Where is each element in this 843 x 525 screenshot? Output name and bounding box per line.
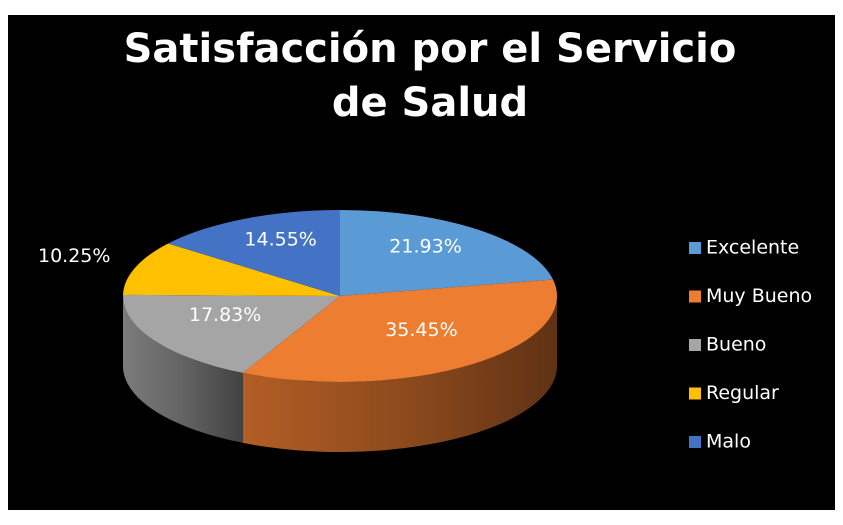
legend-label: Malo	[706, 431, 751, 453]
legend-swatch	[689, 436, 701, 448]
data-label: 14.55%	[244, 229, 316, 251]
slice	[168, 210, 340, 296]
legend-swatch	[689, 290, 701, 303]
slice-side	[243, 296, 557, 452]
chart-title: Satisfacción por el Servicio de Salud	[123, 26, 737, 126]
slice	[123, 294, 341, 373]
data-label: 17.83%	[189, 304, 261, 326]
legend-swatch	[689, 387, 701, 400]
slice	[340, 210, 553, 296]
legend-swatch	[689, 242, 701, 254]
data-label: 10.25%	[38, 245, 110, 267]
legend-label: Muy Bueno	[706, 285, 812, 307]
slice	[123, 243, 340, 296]
slice-side	[123, 296, 244, 443]
legend-label: Excelente	[706, 237, 799, 259]
data-label: 35.45%	[385, 319, 457, 341]
slice	[243, 279, 557, 382]
data-label: 21.93%	[389, 235, 461, 257]
legend-label: Bueno	[706, 334, 766, 356]
legend-swatch	[689, 339, 701, 351]
legend-label: Regular	[706, 382, 779, 404]
